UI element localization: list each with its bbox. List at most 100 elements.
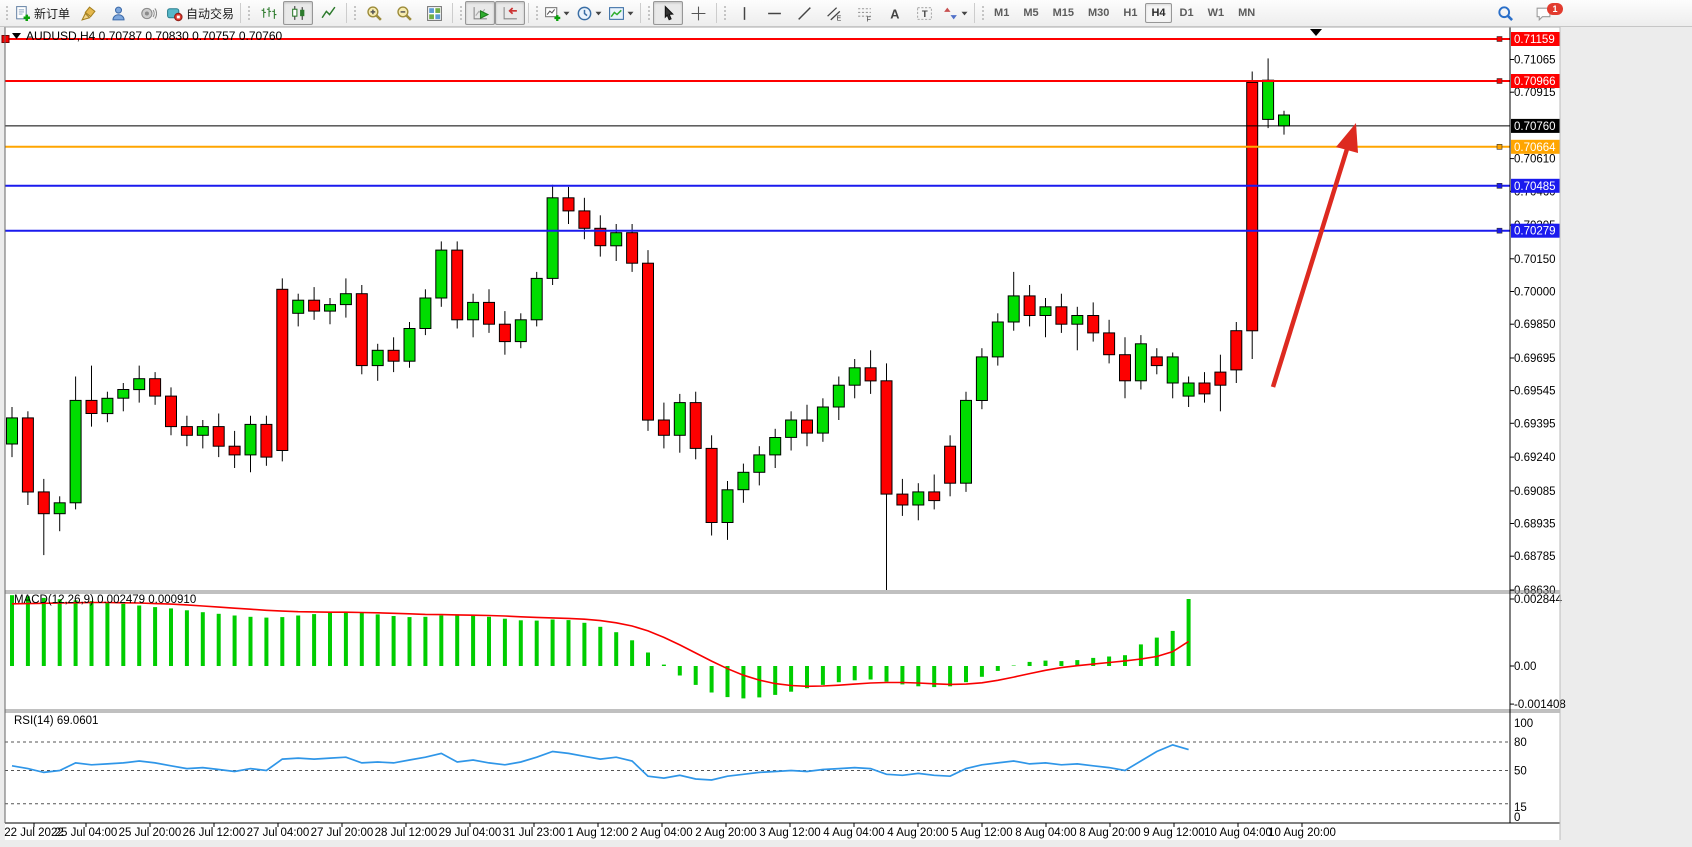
chart-shift-marker-icon[interactable] (1310, 29, 1322, 36)
candle-body (816, 406, 829, 434)
candle-body (1007, 295, 1020, 323)
candle-body (180, 426, 193, 436)
candle-body (801, 419, 813, 434)
auto-trading-button[interactable]: 自动交易 (163, 1, 237, 25)
macd-histogram-bar (121, 603, 126, 666)
timeframe-button-M15[interactable]: M15 (1052, 7, 1074, 19)
timeframe-button-MN[interactable]: MN (1238, 7, 1256, 19)
one-click-trading-toggle-icon[interactable] (12, 33, 21, 39)
text-tool-button[interactable]: A (879, 1, 909, 25)
toolbar-gripper[interactable] (534, 4, 540, 22)
tile-windows-button[interactable] (419, 1, 449, 25)
macd-histogram-bar (979, 666, 984, 677)
new-order-label: 新订单 (34, 6, 71, 21)
text-label-tool-button[interactable]: T (909, 1, 939, 25)
market-watch-button[interactable] (103, 1, 133, 25)
toolbar-gripper[interactable] (646, 4, 652, 22)
vertical-line-tool-button[interactable] (729, 1, 759, 25)
macd-histogram-bar (773, 666, 778, 695)
macd-histogram-bar (1107, 656, 1112, 666)
notifications-button[interactable]: 1 (1528, 1, 1563, 25)
hline-handle[interactable] (1496, 78, 1503, 84)
macd-histogram-bar (677, 666, 682, 676)
chart-plot-area[interactable] (5, 26, 1510, 591)
macd-histogram-bar (375, 614, 380, 666)
price-axis[interactable]: 0.710650.709150.706100.704600.703050.701… (1510, 55, 1556, 598)
periods-button[interactable] (573, 1, 605, 25)
macd-histogram-bar (852, 666, 857, 681)
horizontal-line-objects[interactable]: 0.71159 0.70966 0.70664 0.70485 0.70279 (1, 32, 1560, 238)
timeframe-button-M5[interactable]: M5 (1023, 7, 1039, 19)
new-chart-button[interactable] (541, 1, 573, 25)
time-tick-label: 3 Aug 12:00 (759, 827, 820, 839)
candle-body (419, 297, 432, 329)
timeframe-button-D1[interactable]: D1 (1179, 7, 1194, 19)
time-tick-label: 5 Aug 12:00 (951, 827, 1012, 839)
zoom-out-button[interactable] (389, 1, 419, 25)
macd-histogram-bar (820, 666, 825, 685)
candle-body (21, 417, 34, 493)
crosshair-button[interactable] (683, 1, 713, 25)
toolbar-gripper[interactable] (352, 4, 358, 22)
candle-chart-type-icon (290, 5, 307, 22)
hline-price-badge-label: 0.71159 (1514, 34, 1555, 46)
trendline-tool-button[interactable] (789, 1, 819, 25)
trend-arrow-annotation[interactable] (1270, 123, 1358, 388)
timeframe-button-W1[interactable]: W1 (1207, 7, 1225, 19)
templates-button[interactable] (605, 1, 637, 25)
time-tick-label: 29 Jul 04:00 (439, 827, 502, 839)
equidistant-channel-tool-button[interactable]: E (819, 1, 849, 25)
fibonacci-tool-button[interactable]: F (849, 1, 879, 25)
candle-chart-type-button[interactable] (283, 1, 314, 25)
bar-chart-type-button[interactable] (253, 1, 283, 25)
candle-body (1039, 306, 1052, 316)
toolbar-gripper[interactable] (246, 4, 252, 22)
search-button[interactable] (1490, 1, 1520, 25)
hline-price-badge (1511, 139, 1560, 154)
timeframe-button-M30[interactable]: M30 (1088, 7, 1110, 19)
candle-body (673, 402, 686, 436)
candle-body (1166, 356, 1179, 384)
candle-body (355, 293, 368, 367)
toolbar-gripper[interactable] (4, 4, 9, 22)
macd-axis-label: 0.00 (1514, 661, 1536, 673)
chart-shift-button[interactable] (495, 1, 526, 25)
candle-body (928, 491, 941, 502)
macd-histogram-bar (169, 608, 173, 666)
svg-text:T: T (921, 9, 927, 20)
cursor-icon (660, 4, 677, 22)
hline-handle[interactable] (1496, 36, 1503, 42)
styles-brush-button[interactable] (73, 1, 103, 25)
sounds-button[interactable] (133, 1, 163, 25)
macd-histogram-bar (1043, 660, 1048, 666)
macd-histogram-bar (582, 622, 587, 666)
toolbar-gripper[interactable] (980, 4, 986, 22)
hline-handle[interactable] (1496, 183, 1503, 189)
arrows-tool-button[interactable] (939, 1, 971, 25)
macd-histogram-bar (964, 666, 968, 683)
line-chart-type-button[interactable] (313, 1, 343, 25)
horizontal-line-tool-icon (766, 5, 783, 22)
templates-icon (608, 5, 625, 22)
hline-handle[interactable] (1496, 144, 1503, 150)
notification-count-badge: 1 (1547, 3, 1563, 15)
macd-histogram-bar (661, 664, 666, 666)
new-order-button[interactable]: 新订单 (11, 1, 73, 25)
timeframe-button-H1[interactable]: H1 (1123, 7, 1138, 19)
timeframe-button-M1[interactable]: M1 (994, 7, 1010, 19)
price-tick-label: 0.70000 (1514, 287, 1556, 299)
horizontal-line-tool-button[interactable] (759, 1, 789, 25)
toolbar-gripper[interactable] (458, 4, 464, 22)
candle-body (657, 419, 670, 436)
macd-histogram-bar (232, 615, 237, 666)
macd-histogram-bar (10, 595, 14, 666)
cursor-button[interactable] (653, 1, 684, 25)
pane-splitters[interactable] (5, 590, 1560, 713)
hline-handle[interactable] (1496, 227, 1503, 234)
zoom-in-button[interactable] (359, 1, 389, 25)
auto-scroll-button[interactable] (465, 1, 496, 25)
toolbar-gripper[interactable] (722, 4, 728, 22)
macd-histogram-bar (534, 620, 539, 666)
timeframe-button-H4[interactable]: H4 (1145, 3, 1172, 23)
